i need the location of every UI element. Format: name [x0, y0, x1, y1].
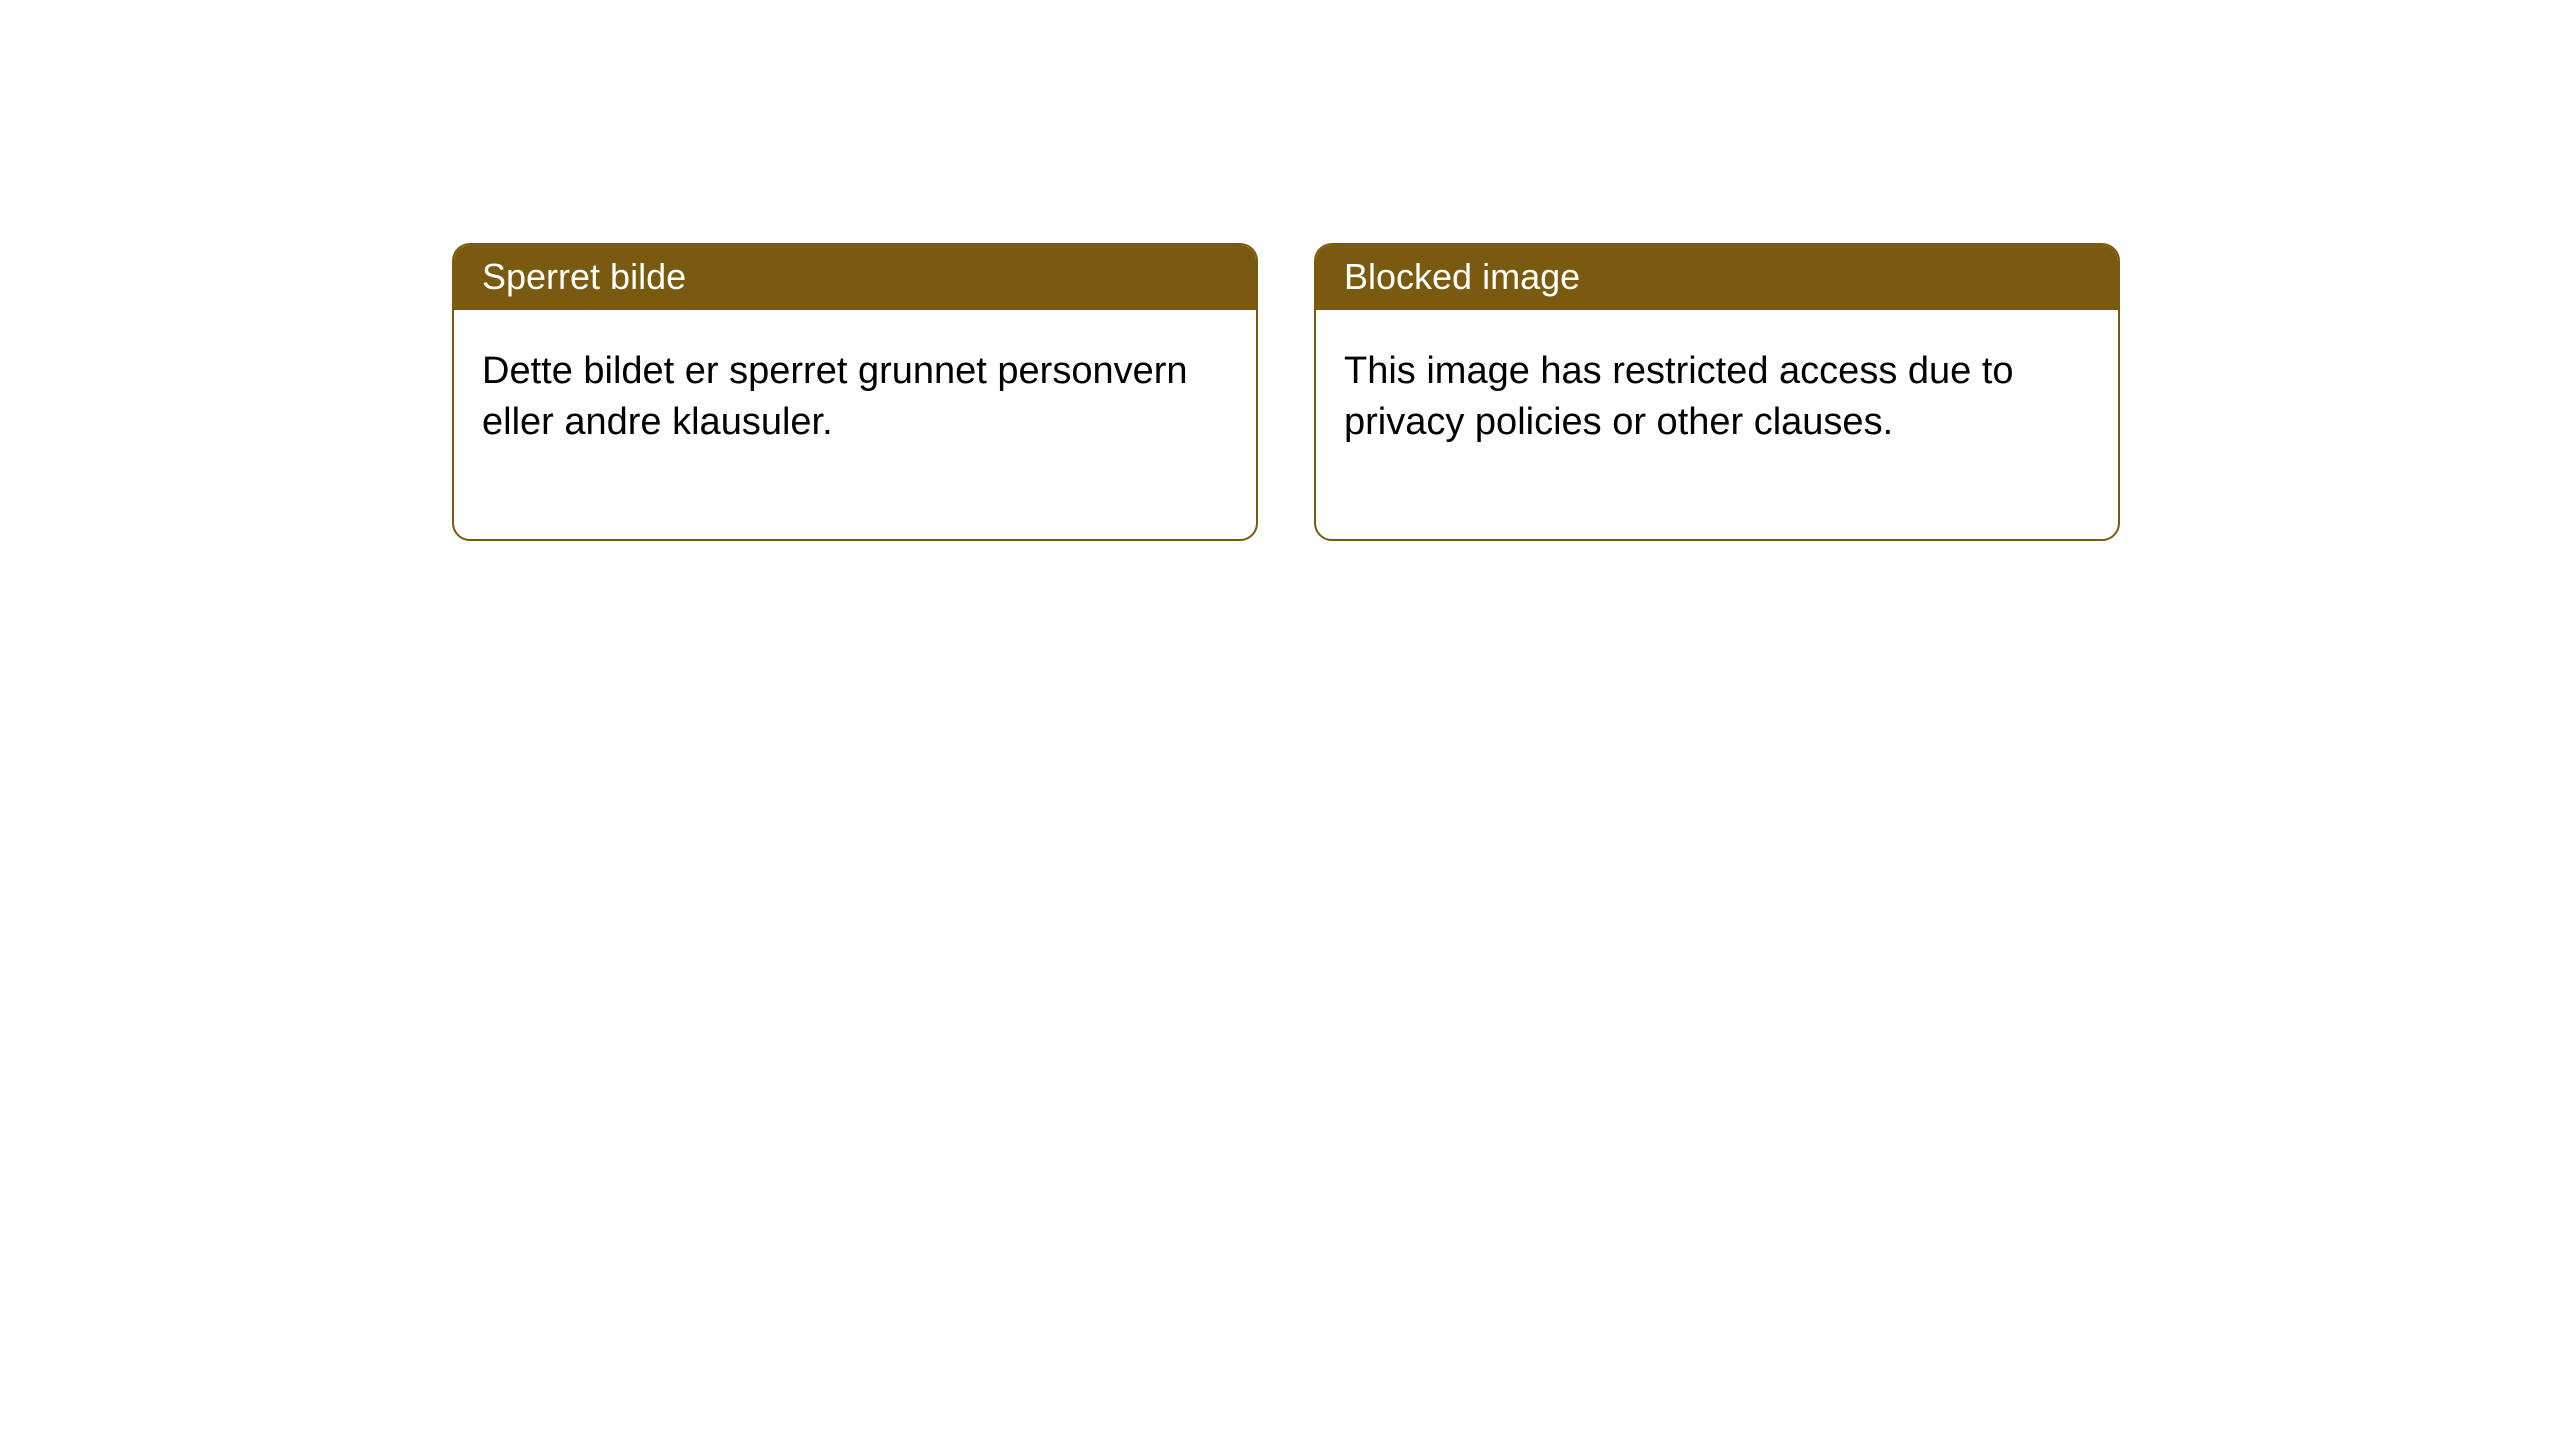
notice-card-norwegian: Sperret bilde Dette bildet er sperret gr… — [452, 243, 1258, 541]
notice-header: Sperret bilde — [454, 245, 1256, 310]
notice-card-english: Blocked image This image has restricted … — [1314, 243, 2120, 541]
notice-body: Dette bildet er sperret grunnet personve… — [454, 310, 1256, 539]
notice-body: This image has restricted access due to … — [1316, 310, 2118, 539]
notice-cards-container: Sperret bilde Dette bildet er sperret gr… — [452, 243, 2120, 541]
notice-header: Blocked image — [1316, 245, 2118, 310]
